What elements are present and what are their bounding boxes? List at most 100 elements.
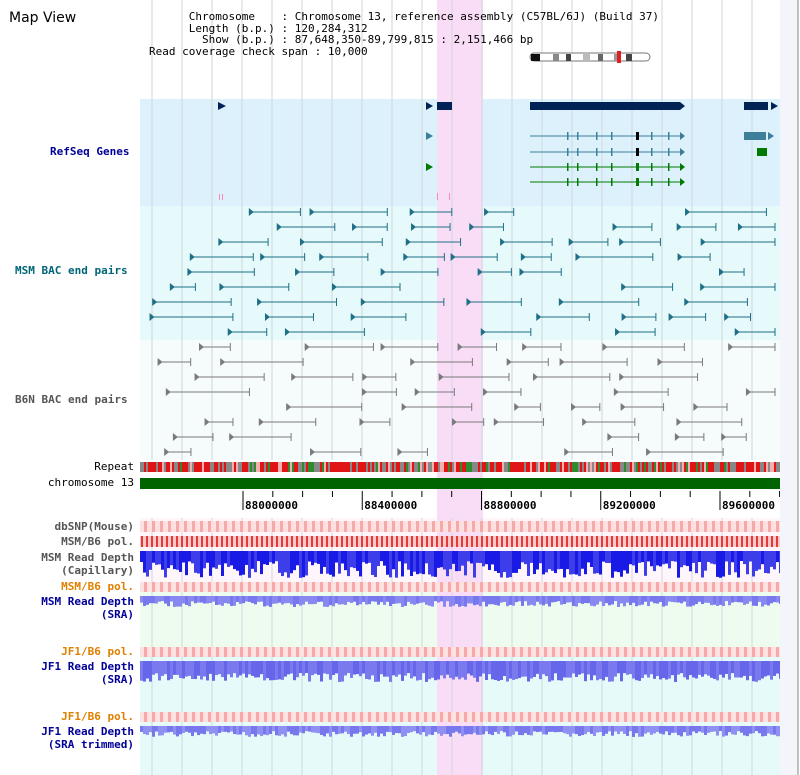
repeat-segment <box>762 462 764 472</box>
depth-bar <box>437 726 440 734</box>
repeat-segment <box>280 462 282 472</box>
depth-bar <box>335 661 338 674</box>
repeat-segment <box>440 462 442 472</box>
depth-bar <box>275 661 278 680</box>
depth-bar <box>566 596 569 603</box>
depth-bar <box>431 726 434 736</box>
depth-bar <box>518 596 521 602</box>
depth-bar <box>644 661 647 675</box>
depth-bar <box>659 596 662 602</box>
depth-bar <box>428 551 431 575</box>
repeat-segment <box>520 462 522 472</box>
depth-bar <box>545 726 548 735</box>
depth-bar <box>698 596 701 602</box>
depth-bar <box>386 661 389 677</box>
repeat-segment <box>508 462 510 472</box>
repeat-segment <box>774 462 776 472</box>
repeat-segment <box>476 462 478 472</box>
depth-bar <box>401 661 404 681</box>
repeat-segment <box>196 462 198 472</box>
depth-bar <box>557 596 560 602</box>
jf1-b6-pol-label-2[interactable]: JF1/B6 pol. <box>61 710 134 723</box>
depth-bar <box>437 596 440 603</box>
depth-bar <box>278 551 281 573</box>
msm-b6-pol-label-2[interactable]: MSM/B6 pol. <box>61 580 134 593</box>
repeat-segment <box>262 462 264 472</box>
depth-bar <box>629 551 632 565</box>
depth-bar <box>242 596 245 604</box>
depth-bar <box>272 596 275 604</box>
bac-end-marker <box>248 208 254 216</box>
depth-bar <box>176 726 179 737</box>
repeat-segment <box>750 462 752 472</box>
jf1-read-depth-sra-label[interactable]: JF1 Read Depth <box>41 660 134 673</box>
gene-exon <box>567 148 569 156</box>
depth-bar <box>560 551 563 569</box>
depth-bar <box>209 661 212 674</box>
repeat-segment <box>274 462 276 472</box>
length-key: Length (b.p.) <box>188 21 275 35</box>
depth-bar <box>731 661 734 674</box>
jf1-read-depth-trim-label[interactable]: JF1 Read Depth <box>41 725 134 738</box>
depth-bar <box>536 596 539 602</box>
repeat-segment <box>542 462 544 472</box>
repeat-segment <box>416 462 418 472</box>
repeat-segment <box>570 462 572 472</box>
msm-bac-label[interactable]: MSM BAC end pairs <box>15 264 128 277</box>
msm-read-depth-cap-label[interactable]: MSM Read Depth <box>41 551 134 564</box>
depth-bar <box>659 551 662 567</box>
msm-read-depth-sra-label[interactable]: MSM Read Depth <box>41 595 134 608</box>
depth-bar <box>356 551 359 571</box>
depth-bar <box>650 661 653 675</box>
depth-bar <box>398 596 401 604</box>
depth-bar <box>524 596 527 602</box>
depth-bar <box>191 551 194 564</box>
depth-bar <box>497 551 500 573</box>
bac-end-marker <box>514 403 520 411</box>
repeat-segment <box>178 462 180 472</box>
gene-strand-arrow <box>680 178 685 186</box>
depth-bar <box>239 596 242 604</box>
depth-bar <box>500 661 503 680</box>
depth-bar <box>452 726 455 733</box>
jf1-b6-pol-label-1[interactable]: JF1/B6 pol. <box>61 645 134 658</box>
repeat-segment <box>634 462 636 472</box>
depth-bar <box>704 596 707 603</box>
depth-bar <box>398 661 401 675</box>
depth-bar <box>464 661 467 680</box>
depth-bar <box>425 596 428 605</box>
msm-b6-pol-label-1[interactable]: MSM/B6 pol. <box>61 535 134 548</box>
depth-bar <box>641 726 644 737</box>
depth-bar <box>434 551 437 577</box>
depth-bar <box>542 596 545 606</box>
depth-bar <box>593 596 596 607</box>
depth-bar <box>413 551 416 572</box>
marker <box>222 194 223 200</box>
repeat-segment <box>464 462 466 472</box>
repeat-segment <box>320 462 322 472</box>
gene-exon <box>636 163 639 171</box>
refseq-label[interactable]: RefSeq Genes <box>50 145 130 158</box>
depth-bar <box>305 661 308 674</box>
gene-exon <box>668 163 670 171</box>
depth-bar <box>224 661 227 681</box>
depth-bar <box>596 726 599 733</box>
depth-bar <box>638 551 641 563</box>
jf1-read-depth-sra-sublabel: (SRA) <box>100 673 134 686</box>
depth-bar <box>380 551 383 562</box>
depth-bar <box>740 661 743 678</box>
dbsnp-label[interactable]: dbSNP(Mouse) <box>54 520 134 533</box>
depth-bar <box>395 596 398 604</box>
depth-bar <box>719 726 722 732</box>
depth-bar <box>488 661 491 675</box>
b6n-bac-label[interactable]: B6N BAC end pairs <box>15 393 128 406</box>
bac-end-marker <box>571 403 577 411</box>
depth-bar <box>668 596 671 602</box>
depth-bar <box>413 726 416 732</box>
repeat-segment <box>230 462 232 472</box>
repeat-segment <box>334 462 336 472</box>
depth-bar <box>314 726 317 733</box>
depth-bar <box>557 551 560 570</box>
depth-bar <box>575 596 578 607</box>
